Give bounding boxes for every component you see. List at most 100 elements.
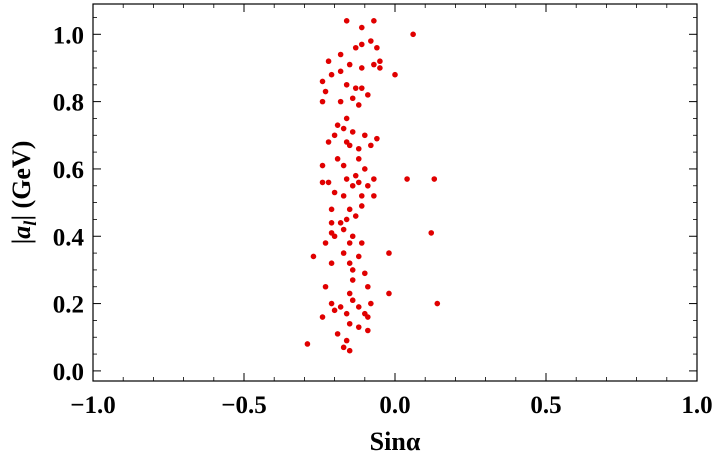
data-point (349, 95, 356, 102)
data-point (319, 98, 326, 105)
data-point (322, 240, 329, 246)
data-point (431, 176, 438, 182)
x-axis-label: Sinα (370, 427, 421, 456)
data-point (368, 38, 374, 44)
data-point (325, 58, 332, 65)
data-point (319, 78, 326, 85)
data-point (355, 156, 362, 162)
data-point (328, 206, 335, 213)
data-point (358, 65, 365, 71)
data-point (371, 193, 377, 199)
data-point (355, 102, 362, 108)
data-point (352, 213, 359, 219)
data-point (362, 166, 368, 172)
data-point (428, 230, 435, 236)
data-point (304, 341, 311, 347)
data-point (343, 115, 350, 122)
data-point (362, 132, 368, 139)
data-points (304, 18, 441, 354)
data-point (319, 179, 326, 186)
x-tick-label: −0.5 (221, 392, 267, 419)
data-point (349, 267, 356, 273)
data-point (386, 250, 392, 256)
x-tick-label: 0.0 (379, 392, 410, 419)
data-point (331, 132, 338, 139)
data-point (322, 283, 329, 290)
data-point (365, 327, 371, 334)
data-point (386, 290, 392, 297)
data-point (365, 283, 371, 290)
data-point (346, 320, 353, 327)
data-point (337, 68, 344, 75)
y-tick-marks (93, 17, 697, 372)
data-point (343, 310, 350, 317)
data-point (358, 193, 365, 199)
data-point (322, 88, 329, 95)
data-point (365, 314, 371, 320)
data-point (377, 65, 383, 71)
data-point (340, 226, 347, 233)
data-point (325, 179, 332, 186)
data-point (319, 162, 326, 169)
data-point (340, 125, 347, 132)
data-point (371, 176, 377, 182)
data-point (410, 31, 416, 38)
y-tick-label: 1.0 (53, 22, 84, 49)
data-point (340, 193, 347, 199)
x-tick-label: 0.5 (530, 392, 561, 419)
y-tick-label: 0.8 (53, 90, 84, 117)
data-point (340, 162, 347, 169)
data-point (371, 18, 377, 24)
y-tick-label: 0.4 (53, 224, 85, 251)
data-point (346, 61, 353, 68)
data-point (349, 233, 356, 240)
data-point (358, 41, 365, 48)
y-axis-label: |al| (GeV) (7, 141, 40, 245)
data-point (319, 314, 326, 320)
data-point (331, 189, 338, 196)
data-point (334, 122, 341, 128)
data-point (377, 58, 383, 65)
data-point (358, 24, 365, 31)
data-point (343, 176, 350, 182)
plot-frame (92, 3, 698, 382)
data-point (337, 304, 344, 310)
data-point (331, 307, 338, 314)
x-tick-label: 1.0 (681, 392, 712, 419)
data-point (310, 253, 317, 260)
data-point (368, 142, 374, 149)
data-point (434, 300, 441, 307)
data-point (349, 277, 356, 283)
data-point (374, 44, 380, 51)
data-point (334, 156, 341, 162)
data-point (392, 71, 398, 78)
data-point (343, 18, 350, 24)
data-point (334, 331, 341, 337)
data-point (365, 92, 371, 98)
data-point (337, 98, 344, 105)
data-point (355, 304, 362, 310)
x-tick-labels: −1.0 −0.5 0.0 0.5 1.0 (70, 392, 712, 419)
data-point (328, 260, 335, 266)
data-point (355, 145, 362, 152)
data-point (340, 250, 347, 256)
data-point (349, 182, 356, 189)
data-point (362, 270, 368, 277)
data-point (349, 297, 356, 304)
data-point (355, 179, 362, 186)
x-tick-marks (92, 4, 698, 381)
data-point (355, 253, 362, 260)
data-point (346, 206, 353, 213)
data-point (352, 85, 359, 91)
data-point (343, 337, 350, 344)
data-point (355, 324, 362, 330)
data-point (371, 61, 377, 68)
data-point (358, 240, 365, 246)
data-point (343, 81, 350, 88)
data-point (346, 240, 353, 246)
data-point (368, 300, 374, 307)
x-tick-label: −1.0 (70, 392, 116, 419)
data-point (328, 71, 335, 78)
data-point (365, 182, 371, 189)
